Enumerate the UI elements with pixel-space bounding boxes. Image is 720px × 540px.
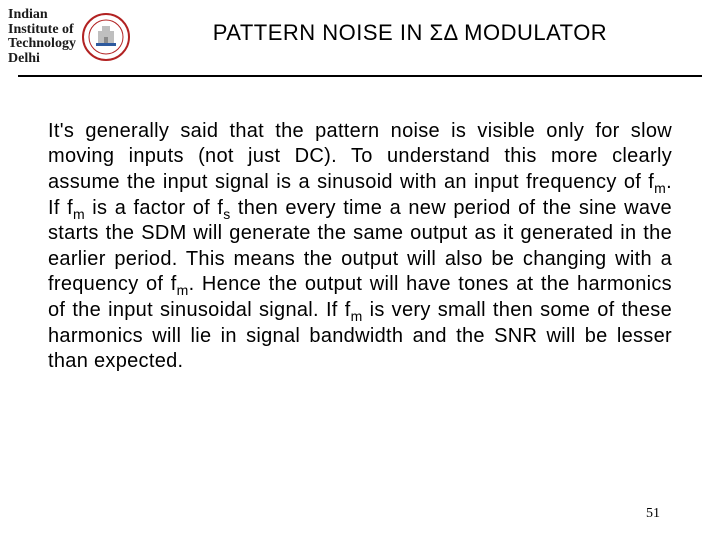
slide-title: PATTERN NOISE IN ΣΔ MODULATOR <box>130 8 720 46</box>
subscript-s-1: s <box>223 206 230 222</box>
institution-name: Indian Institute of Technology Delhi <box>8 8 76 67</box>
para-seg-3: is a factor of f <box>85 197 223 219</box>
institution-line3: Technology <box>8 37 76 52</box>
title-sigma-delta: ΣΔ <box>429 20 457 45</box>
subscript-m-2: m <box>73 206 85 222</box>
institution-line1: Indian <box>8 8 76 23</box>
slide-body-paragraph: It's generally said that the pattern noi… <box>0 77 720 375</box>
iit-delhi-logo-icon <box>82 13 130 61</box>
subscript-m-3: m <box>177 282 189 298</box>
para-seg-1: It's generally said that the pattern noi… <box>48 120 672 193</box>
institution-line2: Institute of <box>8 23 76 38</box>
title-suffix: MODULATOR <box>458 20 608 45</box>
page-number: 51 <box>646 506 660 522</box>
institution-logo-area: Indian Institute of Technology Delhi <box>0 8 130 67</box>
title-prefix: PATTERN NOISE IN <box>213 20 430 45</box>
subscript-m-1: m <box>654 180 666 196</box>
subscript-m-4: m <box>351 308 363 324</box>
institution-line4: Delhi <box>8 52 76 67</box>
slide-header: Indian Institute of Technology Delhi PAT… <box>0 0 720 67</box>
